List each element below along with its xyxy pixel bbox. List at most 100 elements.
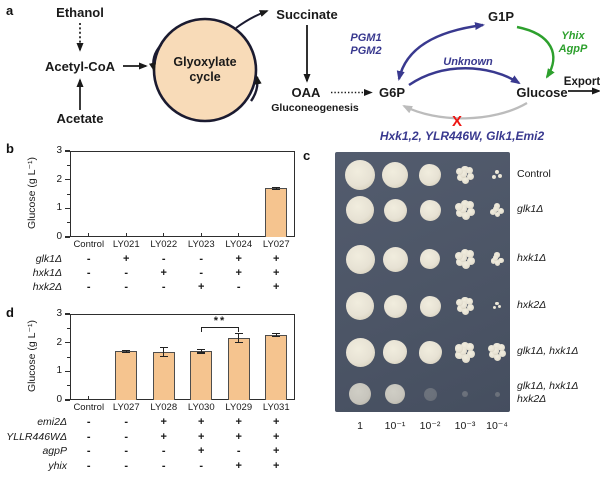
colony-spot (455, 351, 464, 360)
colony-spot (497, 173, 503, 179)
genotype-label: yhix (48, 459, 67, 472)
y-tick (65, 342, 70, 344)
node-acetyl-coa: Acetyl-CoA (45, 59, 116, 74)
genotype-label: YLLR446WΔ (6, 430, 67, 443)
colony-spot (497, 344, 505, 352)
genotype-value: + (198, 445, 205, 457)
plate-row-label: hxk1Δ (517, 252, 546, 265)
y-minor-tick (67, 385, 70, 387)
plot-frame (70, 151, 295, 237)
y-tick (65, 236, 70, 238)
y-tick-label: 0 (56, 394, 62, 405)
y-tick-label: 3 (56, 145, 62, 156)
colony-spot (466, 343, 475, 352)
colony-spot (494, 211, 501, 218)
genotype-value: - (86, 267, 91, 279)
colony-spot (461, 354, 470, 363)
colony-spot (498, 350, 506, 358)
x-category-label: LY023 (187, 239, 215, 250)
x-category-label: Control (73, 402, 105, 413)
plate-row-label-line: Control (517, 167, 551, 180)
y-tick-label: 1 (56, 365, 62, 377)
colony-spot (465, 167, 473, 175)
genotype-value: - (161, 459, 166, 472)
genotype-value: + (198, 430, 205, 443)
colony-spot (456, 299, 464, 307)
genotype-value: - (236, 281, 241, 293)
colony-spot (459, 301, 467, 309)
panel-b-label: b (6, 141, 14, 156)
plate-row-label: glk1Δ, hxk1Δ (517, 345, 578, 358)
enzyme-pgm1: PGM1 (350, 32, 381, 44)
plate-row-label-line: glk1Δ (517, 202, 544, 215)
x-category-label: LY027 (262, 239, 290, 250)
significance-label: ** (213, 314, 227, 327)
colony-spot (382, 246, 408, 272)
genotype-value: + (160, 267, 167, 279)
genotype-label: emi2Δ (37, 416, 67, 428)
colony-spot (494, 353, 502, 361)
genotype-value: + (235, 430, 242, 443)
y-tick (65, 207, 70, 209)
colony-spot (488, 345, 496, 353)
genotype-value: + (235, 459, 242, 472)
x-tick (163, 232, 165, 237)
colony-spot (462, 307, 470, 315)
x-tick (200, 232, 202, 237)
error-cap-top (234, 332, 243, 335)
genotype-value: - (86, 253, 91, 265)
colony-spot (492, 174, 497, 179)
colony-spot (458, 346, 468, 355)
colony-spot (346, 196, 374, 224)
colony-spot (459, 170, 467, 178)
dilution-label: 10⁻³ (454, 420, 476, 432)
y-minor-tick (67, 222, 70, 224)
x-category-label: LY027 (112, 402, 140, 413)
plate-row-label-line: hxk1Δ (517, 251, 547, 264)
y-tick (65, 179, 70, 181)
colony-spot (460, 341, 470, 351)
colony-spot (456, 174, 464, 182)
node-acetate: Acetate (57, 111, 104, 126)
y-tick-label: 1 (56, 202, 62, 214)
error-bar (275, 187, 277, 190)
arrow-glucose-to-g6p-blocked (402, 102, 528, 120)
genotype-value: - (124, 445, 129, 457)
colony-spot (462, 176, 470, 184)
significance-bracket (201, 326, 239, 332)
colony-spot (498, 208, 505, 215)
genotype-value: + (273, 267, 280, 279)
colony-spot (490, 258, 497, 264)
colony-spot (349, 383, 371, 405)
colony-spot (461, 200, 469, 209)
colony-spot (466, 349, 476, 359)
genotype-value: + (123, 253, 130, 265)
panel-c-label: c (303, 148, 311, 163)
colony-spot (461, 212, 470, 221)
genotype-value: + (273, 459, 280, 472)
colony-spot (493, 305, 497, 309)
genotype-label: hxk1Δ (32, 267, 62, 279)
cycle-label-line1: Glyoxylate (173, 55, 236, 69)
genotype-label: glk1Δ (35, 253, 62, 265)
genotype-value: - (161, 253, 166, 265)
colony-spot (494, 202, 500, 209)
enzyme-agpp: AgpP (558, 43, 588, 55)
node-g6p: G6P (379, 85, 405, 100)
plate-row-label: glk1Δ (517, 203, 543, 216)
genotype-value: - (124, 430, 129, 443)
node-g1p: G1P (488, 9, 514, 24)
colony-spot (420, 249, 440, 269)
colony-spot (456, 305, 464, 313)
x-tick (88, 395, 90, 400)
colony-spot (465, 298, 473, 306)
colony-spot (455, 258, 464, 267)
enzyme-unknown: Unknown (443, 56, 493, 68)
colony-spot (461, 261, 470, 270)
colony-spot (495, 301, 499, 306)
dilution-label: 10⁻² (419, 420, 441, 432)
plate-row-label: hxk2Δ (517, 299, 546, 312)
colony-spot (497, 305, 502, 309)
genotype-value: + (198, 416, 205, 428)
